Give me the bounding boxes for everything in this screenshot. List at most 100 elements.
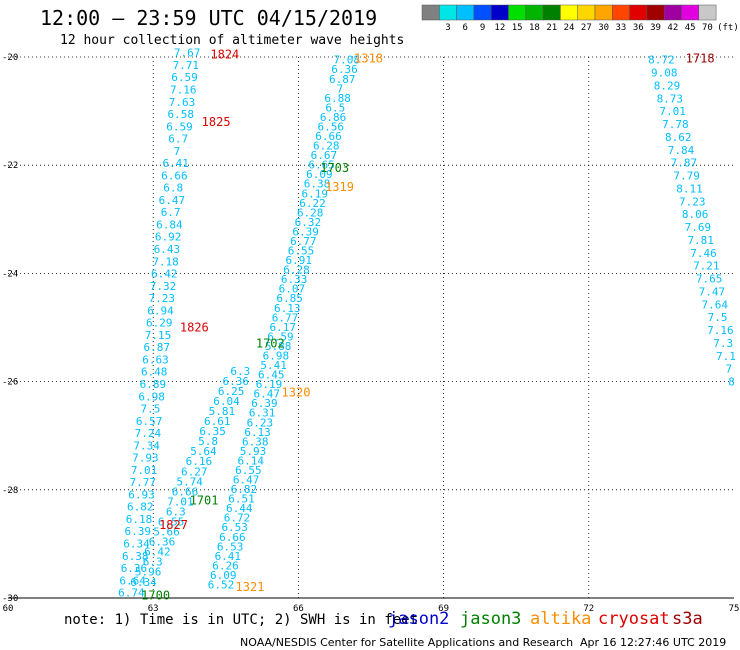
wave-height-label: 7.63: [169, 96, 196, 109]
wave-height-label: 6.25: [218, 385, 245, 398]
wave-height-label: 6.34: [130, 576, 157, 589]
wave-height-label: 6.74: [118, 587, 145, 600]
wave-height-label: 6.59: [171, 71, 198, 84]
wave-height-label: 6.13: [244, 426, 271, 439]
wave-height-label: 7.93: [132, 452, 159, 465]
wave-height-label: 6.28: [313, 140, 340, 153]
wave-height-label: 6.29: [146, 317, 173, 330]
wave-height-label: 6.88: [324, 92, 351, 105]
wave-height-label: 6.38: [122, 550, 149, 563]
wave-height-label: 6.85: [276, 292, 303, 305]
wave-height-label: 6.31: [249, 407, 276, 420]
pass-time-label: 1826: [180, 321, 209, 335]
wave-height-label: 6.3: [166, 505, 186, 518]
wave-height-label: 7.78: [662, 118, 689, 131]
wave-height-label: 7.21: [693, 260, 720, 273]
x-tick-label: 66: [293, 604, 304, 614]
scale-swatch: [646, 4, 665, 21]
wave-height-label: 7.87: [671, 157, 698, 170]
pass-time-label: 1318: [354, 52, 383, 66]
scale-tick-label: 27: [581, 23, 592, 33]
scale-tick-label: 18: [529, 23, 540, 33]
scale-swatch: [577, 4, 596, 21]
wave-height-label: 6.66: [315, 130, 342, 143]
pass-time-label: 1700: [141, 588, 170, 602]
wave-height-label: 6.39: [251, 397, 278, 410]
scale-tick-label: 21: [546, 23, 557, 33]
pass-time-label: 1702: [256, 337, 285, 351]
wave-height-label: 6.43: [154, 243, 181, 256]
wave-height-label: 6.18: [126, 513, 153, 526]
scale-swatch: [560, 4, 578, 21]
wave-height-label: 6.19: [256, 378, 283, 391]
wave-height-label: 6.86: [320, 111, 347, 124]
x-tick-label: 69: [438, 604, 449, 614]
satellite-s3a: s3a: [672, 609, 703, 629]
wave-height-label: 6.09: [210, 569, 237, 582]
wave-height-label: 8.73: [657, 92, 684, 105]
wave-height-label: 6.57: [136, 415, 163, 428]
wave-height-label: 6.59: [267, 330, 294, 343]
wave-height-label: 5.96: [135, 566, 162, 579]
wave-height-label: 6.55: [288, 245, 315, 258]
wave-height-label: 7.77: [130, 476, 157, 489]
wave-height-label: 7.16: [707, 324, 734, 337]
generated-timestamp: Apr 16 12:27:46 UTC 2019: [580, 636, 727, 649]
wave-height-label: 6.89: [140, 378, 167, 391]
wave-height-label: 6.55: [235, 464, 262, 477]
wave-height-label: 7.1: [716, 350, 736, 363]
pass-time-label: 1701: [190, 494, 219, 508]
wave-height-label: 7.24: [135, 427, 162, 440]
scale-tick-label: 24: [564, 23, 575, 33]
scale-tick-label: 39: [650, 23, 661, 33]
scale-swatch: [542, 4, 561, 21]
scale-tick-label: 42: [667, 23, 678, 33]
x-tick-label: 75: [729, 604, 740, 614]
wave-height-label: 6.82: [127, 501, 154, 514]
wave-height-label: 6.93: [128, 488, 155, 501]
wave-height-label: 6.87: [329, 73, 356, 86]
pass-time-label: 1825: [202, 115, 231, 129]
y-tick-label: -24: [2, 269, 18, 279]
y-tick-label: -20: [2, 53, 18, 63]
x-tick-label: 63: [148, 604, 159, 614]
wave-height-label: 7.34: [133, 439, 160, 452]
wave-height-label: 7: [174, 145, 181, 158]
pass-time-label: 1718: [686, 52, 715, 66]
wave-height-label: 6.67: [311, 149, 338, 162]
scale-swatch: [594, 4, 613, 21]
wave-height-label: 6.33: [281, 273, 308, 286]
wave-height-label: 5.66: [153, 526, 180, 539]
scale-unit-label: (ft): [717, 23, 739, 33]
wave-height-label: 6.13: [274, 302, 301, 315]
wave-height-label: 6.91: [286, 254, 313, 267]
pass-time-label: 1320: [282, 385, 311, 399]
wave-height-label: 7.01: [167, 495, 194, 508]
scale-tick-label: 3: [445, 23, 450, 33]
wave-height-label: 7.01: [131, 464, 158, 477]
wave-height-label: 7.3: [713, 337, 733, 350]
wave-height-label: 6.19: [302, 187, 329, 200]
scale-swatch: [698, 4, 717, 21]
wave-height-label: 6.16: [186, 455, 213, 468]
wave-height-label: 7.81: [687, 234, 714, 247]
scale-tick-label: 15: [512, 23, 523, 33]
satellite-cryosat: cryosat: [598, 609, 670, 629]
wave-height-label: 6.92: [155, 231, 182, 244]
pass-time-label: 1321: [236, 580, 265, 594]
scale-swatch: [663, 4, 682, 21]
scale-swatch: [490, 4, 509, 21]
wave-height-label: 6.38: [304, 178, 331, 191]
wave-height-label: 6.7: [161, 206, 181, 219]
wave-height-label: 7.01: [659, 105, 686, 118]
wave-height-label: 5.88: [265, 340, 292, 353]
wave-height-label: 6.8: [163, 182, 183, 195]
wave-height-label: 6.07: [279, 283, 306, 296]
scale-swatch: [681, 4, 700, 21]
wave-height-label: 6.38: [242, 435, 269, 448]
wave-height-label: 6.53: [217, 540, 244, 553]
scale-swatch: [525, 4, 544, 21]
wave-height-label: 6.65: [308, 159, 335, 172]
wave-height-label: 6.52: [208, 578, 235, 591]
